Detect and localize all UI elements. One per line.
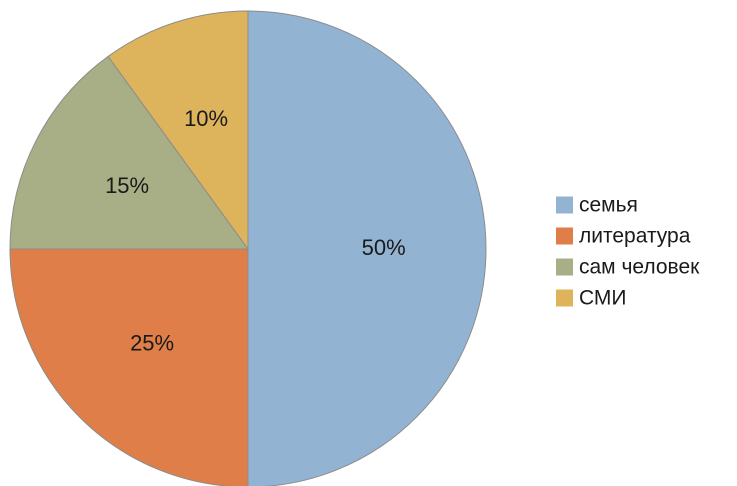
legend-swatch-3: [556, 258, 573, 276]
legend-swatch-2: [556, 227, 573, 245]
legend-swatch-4: [556, 289, 573, 307]
legend-swatch-1: [556, 196, 573, 214]
pie-slice-3: [9, 55, 249, 250]
legend-label-3: сам человек: [579, 256, 700, 279]
pie-slice-4: [107, 10, 249, 251]
pie-data-label-3: 15%: [105, 173, 149, 198]
pie-data-label-1: 50%: [362, 235, 406, 260]
pie-data-labels: 50% 25% 15% 10%: [105, 106, 406, 356]
legend-label-1: семья: [579, 194, 638, 217]
legend: семья литература сам человек СМИ: [556, 194, 700, 310]
legend-label-4: СМИ: [579, 287, 627, 310]
pie-slices: [9, 10, 487, 486]
pie-slice-1: [247, 10, 487, 486]
pie-slice-2: [9, 248, 249, 486]
pie-data-label-2: 25%: [130, 331, 174, 356]
legend-label-2: литература: [579, 225, 691, 248]
pie-data-label-4: 10%: [184, 106, 228, 131]
